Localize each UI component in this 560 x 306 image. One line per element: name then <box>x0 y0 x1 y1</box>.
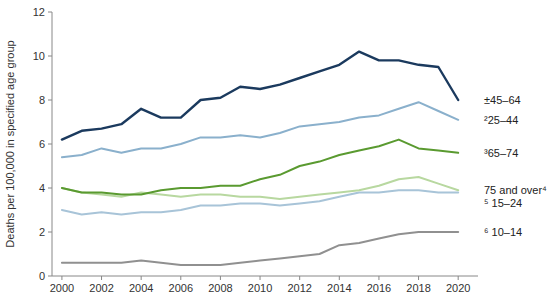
y-tick <box>48 144 52 145</box>
x-tick-label: 2002 <box>89 282 113 294</box>
chart: 2000200220042006200820102012201420162018… <box>0 0 560 306</box>
series-line <box>62 140 458 195</box>
x-tick-label: 2010 <box>248 282 272 294</box>
y-tick <box>48 276 52 277</box>
x-tick-label: 2000 <box>50 282 74 294</box>
x-tick-label: 2008 <box>208 282 232 294</box>
x-tick <box>260 276 261 280</box>
y-tick <box>48 188 52 189</box>
x-tick <box>339 276 340 280</box>
series-label: ³65–74 <box>484 147 518 159</box>
x-tick <box>378 276 379 280</box>
y-tick-label: 8 <box>39 94 45 106</box>
y-tick <box>48 12 52 13</box>
x-tick-label: 2016 <box>367 282 391 294</box>
x-tick <box>220 276 221 280</box>
series-label: ⁶ 10–14 <box>484 226 522 238</box>
series-line <box>62 102 458 157</box>
y-tick-label: 6 <box>39 138 45 150</box>
y-tick <box>48 100 52 101</box>
series-label: ²25–44 <box>484 114 518 126</box>
series-line <box>62 232 458 265</box>
y-axis-label: Deaths per 100,000 in specified age grou… <box>4 40 16 247</box>
x-tick-label: 2018 <box>406 282 430 294</box>
x-tick <box>180 276 181 280</box>
x-tick-label: 2014 <box>327 282 351 294</box>
y-tick-label: 4 <box>39 182 45 194</box>
x-tick <box>458 276 459 280</box>
x-tick <box>418 276 419 280</box>
y-tick <box>48 232 52 233</box>
series-label: 75 and over⁴ <box>484 184 547 196</box>
x-tick <box>101 276 102 280</box>
x-tick-label: 2006 <box>169 282 193 294</box>
x-tick <box>61 276 62 280</box>
series-line <box>62 177 458 199</box>
x-axis-line <box>52 276 478 277</box>
x-tick <box>299 276 300 280</box>
y-tick-label: 0 <box>39 270 45 282</box>
x-tick-label: 2020 <box>446 282 470 294</box>
series-label: ⁵ 15–24 <box>484 197 522 209</box>
series-label: ±45–64 <box>484 94 521 106</box>
x-tick-label: 2012 <box>287 282 311 294</box>
plot-area <box>62 52 458 265</box>
y-tick-label: 2 <box>39 226 45 238</box>
x-tick-label: 2004 <box>129 282 153 294</box>
series-line <box>62 52 458 140</box>
y-tick-label: 12 <box>33 6 45 18</box>
y-tick <box>48 56 52 57</box>
x-tick <box>141 276 142 280</box>
y-tick-label: 10 <box>33 50 45 62</box>
